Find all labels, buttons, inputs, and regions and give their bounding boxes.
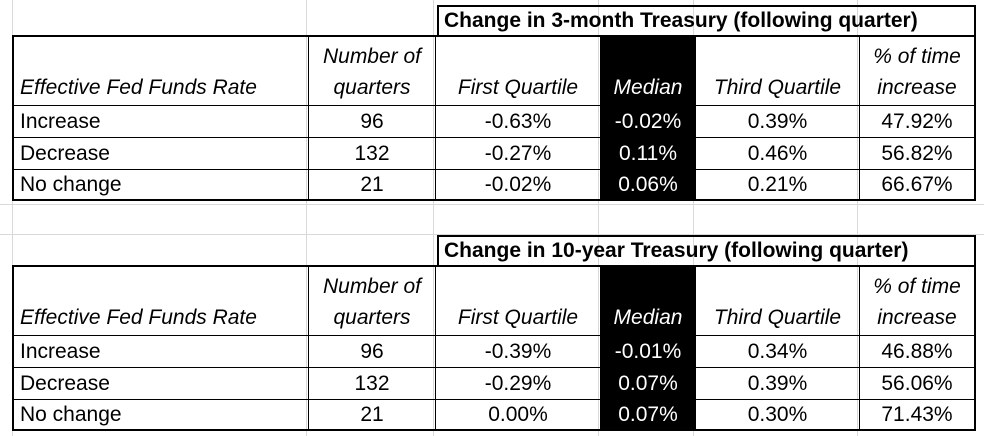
row-third-quartile: 0.39%: [695, 367, 859, 399]
header-first-quartile: First Quartile: [435, 37, 600, 105]
row-first-quartile: -0.02%: [435, 169, 600, 199]
row-pct-increase: 71.43%: [859, 399, 974, 429]
header-pct-increase: % of time increase: [859, 267, 974, 335]
gridline: [433, 0, 434, 436]
header-pct-increase: % of time increase: [859, 37, 974, 105]
row-first-quartile: 0.00%: [435, 399, 600, 429]
row-third-quartile: 0.30%: [695, 399, 859, 429]
header-rate: Effective Fed Funds Rate: [20, 306, 257, 329]
header-row: Effective Fed Funds Rate Number of quarte…: [14, 267, 974, 335]
row-label: Decrease: [14, 367, 308, 399]
header-median: Median: [600, 37, 695, 105]
row-third-quartile: 0.46%: [695, 137, 859, 169]
table-row: Decrease 132 -0.29% 0.07% 0.39% 56.06%: [14, 367, 974, 399]
row-median: 0.06%: [600, 169, 695, 199]
header-quarters: Number of quarters: [308, 37, 435, 105]
row-quarters: 132: [308, 137, 435, 169]
gridline: [0, 234, 984, 235]
header-third-quartile: Third Quartile: [695, 267, 859, 335]
row-label: Increase: [14, 105, 308, 137]
row-third-quartile: 0.34%: [695, 335, 859, 367]
row-pct-increase: 56.06%: [859, 367, 974, 399]
gridline: [0, 204, 984, 205]
row-median: -0.01%: [600, 335, 695, 367]
table-title: Change in 3-month Treasury (following qu…: [437, 5, 976, 37]
row-quarters: 132: [308, 367, 435, 399]
table-row: No change 21 0.00% 0.07% 0.30% 71.43%: [14, 399, 974, 429]
table-row: No change 21 -0.02% 0.06% 0.21% 66.67%: [14, 169, 974, 199]
row-first-quartile: -0.27%: [435, 137, 600, 169]
header-third-quartile: Third Quartile: [695, 37, 859, 105]
table-row: Decrease 132 -0.27% 0.11% 0.46% 56.82%: [14, 137, 974, 169]
table-frame: Effective Fed Funds Rate Number of quarte…: [12, 35, 976, 201]
row-pct-increase: 46.88%: [859, 335, 974, 367]
table-frame: Effective Fed Funds Rate Number of quarte…: [12, 265, 976, 431]
row-label: Increase: [14, 335, 308, 367]
row-quarters: 96: [308, 335, 435, 367]
row-pct-increase: 47.92%: [859, 105, 974, 137]
gridline: [306, 0, 307, 436]
header-quarters: Number of quarters: [308, 267, 435, 335]
header-rate: Effective Fed Funds Rate: [20, 76, 257, 99]
row-first-quartile: -0.29%: [435, 367, 600, 399]
header-first-quartile: First Quartile: [435, 267, 600, 335]
gridline: [12, 0, 13, 436]
row-median: 0.07%: [600, 367, 695, 399]
row-label: Decrease: [14, 137, 308, 169]
row-third-quartile: 0.39%: [695, 105, 859, 137]
row-median: 0.07%: [600, 399, 695, 429]
table-row: Increase 96 -0.39% -0.01% 0.34% 46.88%: [14, 335, 974, 367]
header-row: Effective Fed Funds Rate Number of quarte…: [14, 37, 974, 105]
table-3-month: Change in 3-month Treasury (following qu…: [12, 5, 976, 201]
row-third-quartile: 0.21%: [695, 169, 859, 199]
table-row: Increase 96 -0.63% -0.02% 0.39% 47.92%: [14, 105, 974, 137]
row-label: No change: [14, 169, 308, 199]
table-title: Change in 10-year Treasury (following qu…: [437, 235, 976, 267]
row-pct-increase: 56.82%: [859, 137, 974, 169]
row-quarters: 21: [308, 399, 435, 429]
row-median: 0.11%: [600, 137, 695, 169]
gridline: [598, 0, 599, 436]
row-first-quartile: -0.63%: [435, 105, 600, 137]
header-median: Median: [600, 267, 695, 335]
gridline: [857, 0, 858, 436]
row-label: No change: [14, 399, 308, 429]
row-quarters: 21: [308, 169, 435, 199]
gridline: [693, 0, 694, 436]
row-median: -0.02%: [600, 105, 695, 137]
row-first-quartile: -0.39%: [435, 335, 600, 367]
row-pct-increase: 66.67%: [859, 169, 974, 199]
table-10-year: Change in 10-year Treasury (following qu…: [12, 235, 976, 433]
row-quarters: 96: [308, 105, 435, 137]
